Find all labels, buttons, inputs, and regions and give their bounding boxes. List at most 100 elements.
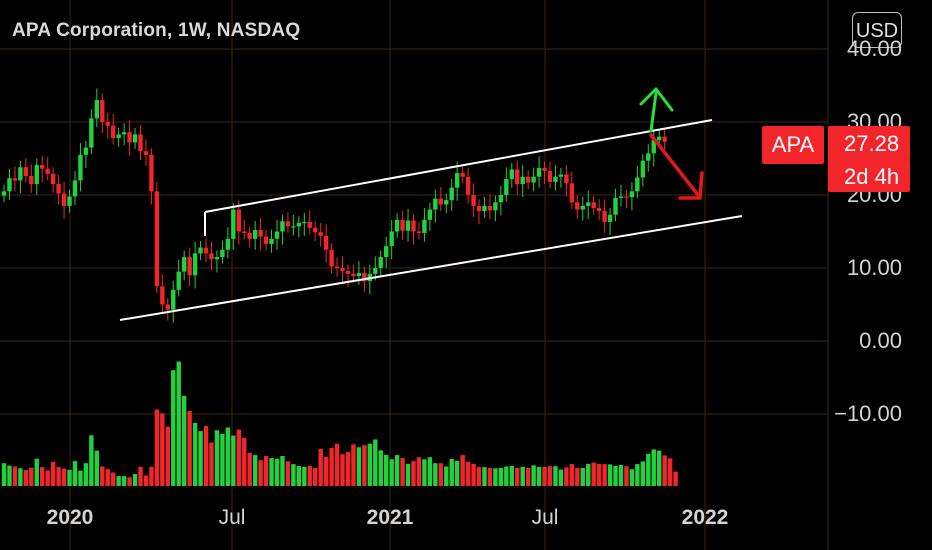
volume-bar (493, 468, 498, 486)
candle-body (121, 132, 127, 135)
candle-body (291, 226, 296, 228)
candle-body (50, 173, 56, 185)
candle-body (635, 177, 640, 192)
candle-body (127, 132, 132, 143)
volume-bar (132, 474, 138, 486)
candle-body (504, 178, 509, 195)
y-tick-label: 40.00 (846, 36, 902, 61)
volume-bar (531, 465, 536, 486)
volume-bar (515, 468, 520, 486)
candle-body (520, 176, 525, 185)
volume-bar (143, 475, 149, 486)
volume-bar (236, 429, 241, 486)
volume-bar (422, 459, 427, 486)
volume-bar (307, 465, 312, 486)
candle-body (198, 247, 203, 254)
candle-body (351, 273, 356, 277)
volume-bar (280, 456, 285, 486)
volume-bar (138, 466, 143, 486)
volume-bar (651, 449, 656, 486)
x-tick-label: Jul (218, 506, 246, 529)
volume-bar (225, 427, 231, 486)
volume-bar (646, 453, 651, 486)
volume-bar (547, 466, 553, 486)
candle-body (61, 193, 67, 206)
arrow-up-icon (649, 91, 658, 133)
volume-bar (454, 460, 460, 486)
candle-body (493, 202, 498, 211)
x-tick-label: 2022 (681, 506, 729, 529)
volume-bar (449, 459, 454, 486)
symbol-badge: APA (762, 126, 824, 164)
candle-body (624, 196, 629, 198)
candle-body (225, 238, 231, 250)
candle-body (487, 205, 493, 211)
candle-body (405, 220, 411, 231)
candle-body (7, 178, 12, 192)
volume-bar (274, 458, 280, 486)
candle-body (313, 227, 318, 233)
candle-body (657, 136, 662, 141)
candle-body (274, 231, 280, 239)
volume-bar (116, 476, 121, 486)
volume-bar (220, 433, 225, 486)
bar-countdown: 2d 4h (844, 164, 900, 189)
arrow-down-icon (649, 133, 700, 197)
volume-bar (263, 456, 269, 486)
volume-bar (214, 430, 220, 486)
candle-body (427, 209, 433, 220)
volume-bar (624, 466, 629, 486)
chart-title: APA Corporation, 1W, NASDAQ (12, 20, 301, 41)
candle-body (334, 266, 340, 268)
candle-body (411, 220, 416, 232)
channel-upper-line (204, 119, 713, 213)
candle-body (646, 153, 651, 161)
candle-body (252, 230, 258, 239)
candle-body (444, 200, 449, 205)
candle-body (280, 221, 285, 232)
volume-bar (525, 468, 531, 486)
candle-body (29, 176, 34, 185)
volume-bar (258, 460, 263, 486)
volume-bar (618, 465, 624, 486)
candle-body (465, 176, 471, 195)
volume-bar (29, 467, 34, 486)
volume-bar (444, 466, 449, 486)
volume-bar (160, 413, 165, 486)
volume-bar (460, 455, 465, 486)
volume-bar (487, 468, 493, 486)
candle-body (651, 140, 656, 154)
volume-bar (34, 458, 39, 486)
candle-body (416, 231, 422, 233)
candle-body (662, 136, 667, 142)
candle-body (542, 167, 547, 171)
candle-body (640, 160, 646, 178)
candle-body (56, 184, 61, 194)
volume-bar (553, 466, 558, 486)
volume-bar (465, 461, 471, 486)
volume-bar (536, 466, 542, 486)
y-tick-label: 0.00 (859, 328, 902, 353)
candle-body (596, 208, 602, 212)
candle-body (181, 257, 187, 272)
volume-bar (378, 450, 383, 486)
volume-bar (111, 472, 116, 486)
volume-bar (181, 396, 187, 486)
candle-body (12, 178, 18, 181)
volume-bar (7, 465, 12, 486)
candle-body (143, 151, 149, 155)
candle-body (460, 173, 465, 177)
volume-bar (18, 468, 23, 486)
candle-body (18, 167, 23, 181)
volume-bar (476, 467, 482, 486)
candle-body (345, 270, 351, 274)
candle-body (564, 174, 569, 184)
volume-bar (334, 443, 340, 486)
candle-body (356, 273, 362, 277)
volume-bar (345, 452, 351, 486)
volume-bar (56, 467, 61, 486)
currency-button[interactable]: USD (852, 12, 902, 48)
candle-body (165, 304, 170, 310)
candle-body (618, 196, 624, 198)
